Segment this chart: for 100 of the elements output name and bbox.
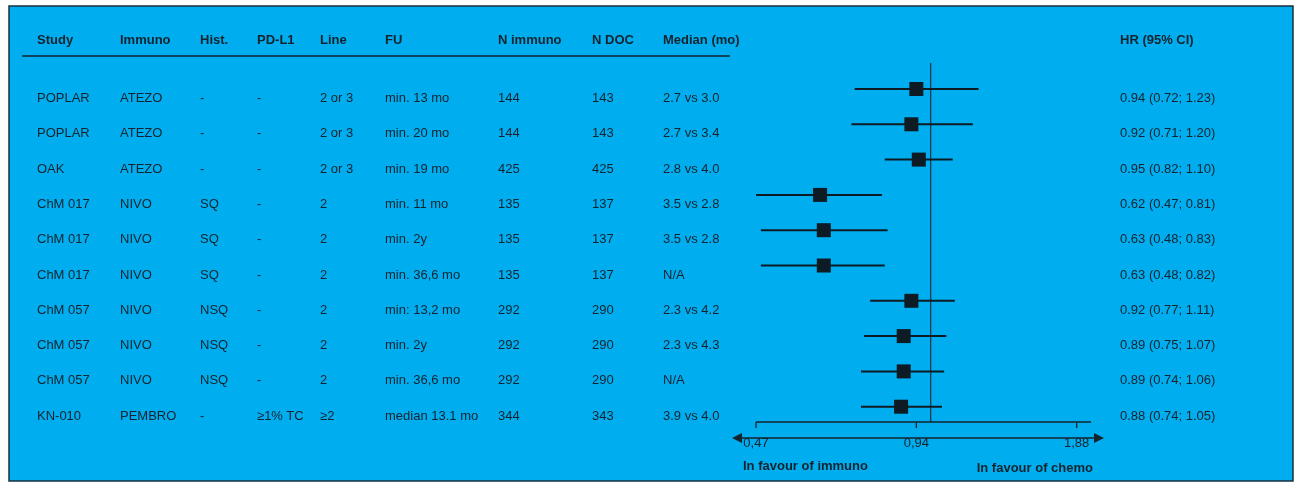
- text: -: [257, 90, 262, 105]
- text: ChM 017: [37, 195, 90, 211]
- text: 3.5 vs 2.8: [663, 231, 720, 247]
- text: POPLAR: [37, 90, 90, 105]
- text: 2: [320, 195, 328, 211]
- text: NSQ: [200, 301, 229, 317]
- point: [909, 82, 924, 96]
- text: 292: [498, 372, 520, 388]
- x-tick-label: 0,94: [903, 435, 929, 450]
- text: 137: [592, 195, 614, 211]
- point: [813, 187, 828, 202]
- category-label: Median (mo): [663, 32, 740, 47]
- text: 143: [592, 125, 614, 141]
- category-label: N immuno: [498, 32, 562, 47]
- text: 290: [592, 372, 614, 388]
- text: PEMBRO: [120, 407, 177, 423]
- text: 2.8 vs 4.0: [663, 160, 720, 176]
- text: 425: [498, 160, 520, 176]
- text: 2: [320, 231, 328, 247]
- data-label: 0.89 (0.75; 1.07): [1120, 337, 1216, 353]
- text: -: [257, 231, 262, 247]
- text: 2.7 vs 3.4: [663, 125, 720, 141]
- text: ChM 017: [37, 231, 90, 247]
- data-label: 0.92 (0.71; 1.20): [1120, 125, 1216, 141]
- text: ATEZO: [120, 90, 163, 105]
- text: ≥1% TC: [257, 407, 304, 423]
- category-label: PD-L1: [257, 32, 295, 47]
- text: -: [257, 160, 262, 176]
- text: NIVO: [120, 301, 152, 317]
- text: min. 2y: [385, 337, 427, 353]
- text: -: [257, 125, 262, 141]
- category-label: Line: [320, 32, 347, 47]
- text: 137: [592, 231, 614, 247]
- text: -: [257, 195, 262, 211]
- category-label: Study: [37, 32, 74, 47]
- category-label: Immuno: [120, 32, 171, 47]
- text: 3.9 vs 4.0: [663, 407, 720, 423]
- data-label: 0.94 (0.72; 1.23): [1120, 90, 1216, 105]
- point: [894, 399, 909, 414]
- data-label: 0.88 (0.74; 1.05): [1120, 407, 1216, 423]
- data-label: 0.63 (0.48; 0.82): [1120, 266, 1216, 282]
- text: 2.3 vs 4.3: [663, 337, 720, 353]
- text: min. 19 mo: [385, 160, 450, 176]
- text: NSQ: [200, 372, 229, 388]
- text: 344: [498, 407, 520, 423]
- x-tick-label: 1,88: [1064, 435, 1090, 450]
- text: N/A: [663, 372, 685, 388]
- text: min. 2y: [385, 231, 427, 247]
- text: ChM 057: [37, 337, 90, 353]
- text: ATEZO: [120, 125, 163, 141]
- text: 144: [498, 90, 520, 105]
- text: min. 36,6 mo: [385, 372, 461, 388]
- text: 2: [320, 266, 328, 282]
- point: [896, 364, 911, 379]
- text: -: [257, 337, 262, 353]
- category-label: HR (95% CI): [1120, 32, 1194, 47]
- data-label: 0.62 (0.47; 0.81): [1120, 195, 1216, 211]
- text: NIVO: [120, 266, 152, 282]
- x-tick-label: 0,47: [743, 435, 769, 450]
- data-label: 0.95 (0.82; 1.10): [1120, 160, 1216, 176]
- text: 143: [592, 90, 614, 105]
- text: 3.5 vs 2.8: [663, 195, 720, 211]
- text: NIVO: [120, 372, 152, 388]
- text: 425: [592, 160, 614, 176]
- text: -: [257, 266, 262, 282]
- point: [816, 258, 831, 273]
- point: [816, 223, 831, 238]
- text: 135: [498, 195, 520, 211]
- text: 144: [498, 125, 520, 141]
- text: SQ: [200, 195, 219, 211]
- text: -: [257, 372, 262, 388]
- text: ChM 017: [37, 266, 90, 282]
- text: 137: [592, 266, 614, 282]
- text: OAK: [37, 160, 65, 176]
- text: -: [200, 160, 205, 176]
- text: -: [257, 301, 262, 317]
- text: In favour of immuno: [743, 458, 868, 473]
- data-label: 0.92 (0.77; 1.11): [1120, 301, 1215, 317]
- text: 343: [592, 407, 614, 423]
- text: min. 36,6 mo: [385, 266, 461, 282]
- text: ATEZO: [120, 160, 163, 176]
- text: -: [200, 407, 205, 423]
- text: 2: [320, 372, 328, 388]
- text: SQ: [200, 266, 219, 282]
- text: SQ: [200, 231, 219, 247]
- text: 290: [592, 301, 614, 317]
- text: POPLAR: [37, 125, 90, 141]
- category-label: N DOC: [592, 32, 635, 47]
- text: 292: [498, 301, 520, 317]
- text: ≥2: [320, 407, 335, 423]
- point: [904, 293, 919, 308]
- category-label: Hist.: [200, 32, 229, 47]
- text: NSQ: [200, 337, 229, 353]
- text: NIVO: [120, 337, 152, 353]
- text: NIVO: [120, 195, 152, 211]
- text: 2 or 3: [320, 125, 354, 141]
- text: 2.3 vs 4.2: [663, 301, 720, 317]
- text: ChM 057: [37, 301, 90, 317]
- text: 2 or 3: [320, 160, 354, 176]
- text: ChM 057: [37, 372, 90, 388]
